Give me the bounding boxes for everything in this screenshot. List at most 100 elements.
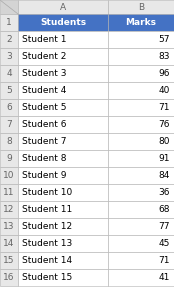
Text: 40: 40 — [159, 86, 170, 95]
Text: 3: 3 — [6, 52, 12, 61]
Bar — [18, 235, 108, 252]
Bar — [0, 116, 18, 133]
Text: 45: 45 — [159, 239, 170, 248]
Text: 57: 57 — [159, 35, 170, 44]
Bar — [108, 31, 174, 48]
Text: Student 9: Student 9 — [22, 171, 66, 180]
Bar — [108, 133, 174, 150]
Bar — [0, 133, 18, 150]
Bar — [18, 0, 108, 14]
Bar — [18, 133, 108, 150]
Text: Student 15: Student 15 — [22, 273, 72, 282]
Bar — [18, 31, 108, 48]
Text: 8: 8 — [6, 137, 12, 146]
Text: 12: 12 — [3, 205, 15, 214]
Bar — [0, 99, 18, 116]
Text: 11: 11 — [3, 188, 15, 197]
Bar — [108, 218, 174, 235]
Text: Student 2: Student 2 — [22, 52, 66, 61]
Text: B: B — [138, 3, 144, 12]
Text: Student 13: Student 13 — [22, 239, 72, 248]
Text: Student 6: Student 6 — [22, 120, 66, 129]
Bar — [108, 14, 174, 31]
Text: 80: 80 — [159, 137, 170, 146]
Bar — [0, 0, 18, 14]
Bar — [0, 48, 18, 65]
Bar — [18, 82, 108, 99]
Text: 4: 4 — [6, 69, 12, 78]
Bar — [108, 167, 174, 184]
Text: 77: 77 — [159, 222, 170, 231]
Bar — [108, 269, 174, 286]
Text: 71: 71 — [159, 103, 170, 112]
Bar — [0, 235, 18, 252]
Text: 10: 10 — [3, 171, 15, 180]
Bar — [108, 99, 174, 116]
Text: Student 14: Student 14 — [22, 256, 72, 265]
Text: 5: 5 — [6, 86, 12, 95]
Text: Student 10: Student 10 — [22, 188, 72, 197]
Bar — [18, 99, 108, 116]
Bar — [108, 235, 174, 252]
Text: Student 7: Student 7 — [22, 137, 66, 146]
Bar — [18, 167, 108, 184]
Text: 6: 6 — [6, 103, 12, 112]
Bar — [18, 150, 108, 167]
Text: A: A — [60, 3, 66, 12]
Text: 7: 7 — [6, 120, 12, 129]
Bar — [18, 252, 108, 269]
Bar — [18, 65, 108, 82]
Bar — [108, 82, 174, 99]
Bar — [18, 218, 108, 235]
Bar — [18, 116, 108, 133]
Bar — [108, 201, 174, 218]
Bar — [0, 82, 18, 99]
Text: Student 8: Student 8 — [22, 154, 66, 163]
Bar — [108, 48, 174, 65]
Bar — [0, 252, 18, 269]
Text: Student 3: Student 3 — [22, 69, 66, 78]
Bar — [0, 269, 18, 286]
Text: Student 1: Student 1 — [22, 35, 66, 44]
Bar — [18, 201, 108, 218]
Text: 76: 76 — [159, 120, 170, 129]
Bar — [108, 252, 174, 269]
Text: Student 11: Student 11 — [22, 205, 72, 214]
Bar — [0, 218, 18, 235]
Text: 36: 36 — [159, 188, 170, 197]
Text: 15: 15 — [3, 256, 15, 265]
Bar — [108, 65, 174, 82]
Text: 13: 13 — [3, 222, 15, 231]
Text: Student 5: Student 5 — [22, 103, 66, 112]
Text: 2: 2 — [6, 35, 12, 44]
Text: Student 12: Student 12 — [22, 222, 72, 231]
Text: 9: 9 — [6, 154, 12, 163]
Bar — [0, 201, 18, 218]
Text: 83: 83 — [159, 52, 170, 61]
Bar — [18, 14, 108, 31]
Bar — [18, 269, 108, 286]
Text: 84: 84 — [159, 171, 170, 180]
Bar — [18, 184, 108, 201]
Text: Student 4: Student 4 — [22, 86, 66, 95]
Bar — [0, 65, 18, 82]
Text: 16: 16 — [3, 273, 15, 282]
Bar — [108, 116, 174, 133]
Text: 91: 91 — [159, 154, 170, 163]
Text: 96: 96 — [159, 69, 170, 78]
Text: Students: Students — [40, 18, 86, 27]
Text: 1: 1 — [6, 18, 12, 27]
Text: 14: 14 — [3, 239, 15, 248]
Text: 68: 68 — [159, 205, 170, 214]
Bar — [108, 184, 174, 201]
Text: Marks: Marks — [125, 18, 156, 27]
Bar — [0, 31, 18, 48]
Bar — [0, 150, 18, 167]
Bar — [108, 0, 174, 14]
Text: 71: 71 — [159, 256, 170, 265]
Bar — [0, 167, 18, 184]
Bar — [0, 184, 18, 201]
Bar — [18, 48, 108, 65]
Bar — [0, 14, 18, 31]
Text: 41: 41 — [159, 273, 170, 282]
